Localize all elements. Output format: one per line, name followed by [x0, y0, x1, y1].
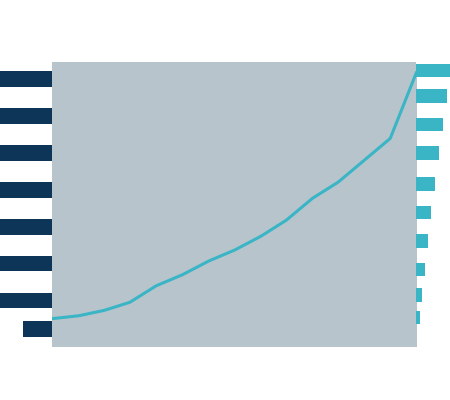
Bar [23, 321, 52, 337]
Text: GHG emissions have been multiplied by 6: GHG emissions have been multiplied by 6 [16, 16, 360, 31]
Bar [416, 234, 428, 248]
Bar [0, 145, 52, 161]
Bar [0, 182, 52, 198]
Text: between 1950 and 2020: between 1950 and 2020 [16, 39, 215, 54]
Bar [416, 146, 438, 160]
Bar [416, 118, 442, 131]
Bar [416, 89, 446, 103]
Bar [416, 262, 425, 276]
Bar [0, 293, 52, 308]
Bar [416, 64, 450, 77]
Bar [0, 71, 52, 87]
Bar [0, 219, 52, 234]
Bar [416, 177, 435, 191]
Bar [416, 206, 432, 219]
Bar [0, 256, 52, 272]
Bar [416, 311, 420, 324]
Bar [416, 288, 422, 302]
Bar [0, 108, 52, 124]
